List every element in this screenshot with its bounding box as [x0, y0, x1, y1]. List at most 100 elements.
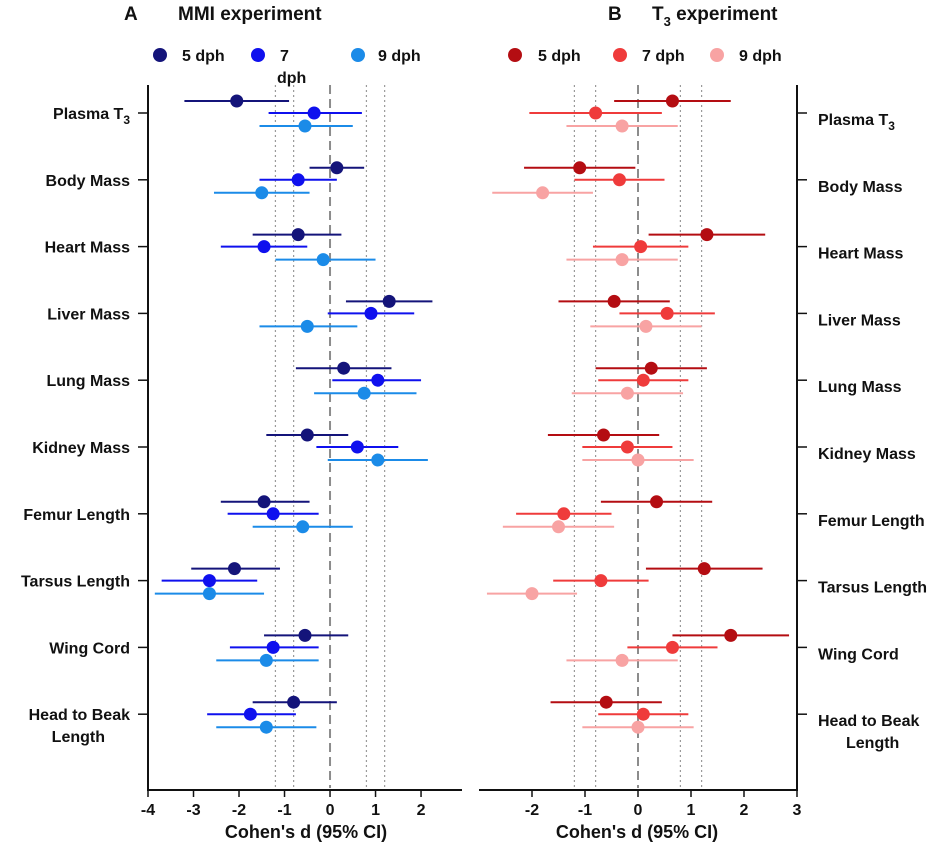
y-category-label-a: Tarsus Length: [21, 574, 130, 591]
panel-b-title-rest: experiment: [671, 4, 778, 25]
legend-a: 5 dph 7 dph 9 dph: [153, 48, 421, 87]
effect-point-b: [631, 720, 645, 734]
effect-point-a: [296, 520, 310, 534]
effect-point-a: [350, 440, 364, 454]
x-tick-label-b: -2: [525, 802, 539, 819]
effect-point-b: [631, 453, 645, 467]
effect-point-a: [300, 428, 314, 442]
legend-a-7dph-label-line2: dph: [277, 70, 306, 87]
effect-point-a: [298, 119, 312, 133]
effect-point-b: [589, 106, 603, 120]
y-category-label-a: Plasma T3: [53, 106, 130, 127]
legend-b-5dph-marker: [508, 48, 522, 62]
legend-b-9dph-label: 9 dph: [739, 48, 782, 65]
effect-point-b: [612, 173, 626, 187]
y-category-label-a: Head to Beak Length: [29, 707, 130, 746]
legend-a-5dph-label: 5 dph: [182, 48, 225, 65]
effect-point-b: [599, 695, 613, 709]
panel-b-title-sub: 3: [664, 14, 671, 29]
y-category-label-b: Tarsus Length: [818, 580, 927, 597]
effect-point-a: [371, 453, 385, 467]
effect-point-a: [307, 106, 321, 120]
y-category-label-b: Femur Length: [818, 513, 925, 530]
x-tick-label-b: 0: [634, 802, 643, 819]
legend-b-5dph-label: 5 dph: [538, 48, 581, 65]
effect-point-a: [316, 253, 330, 267]
legend-a-7dph-label: 7: [280, 48, 289, 65]
effect-point-a: [259, 653, 273, 667]
effect-point-b: [644, 361, 658, 375]
y-category-label-a: Wing Cord: [49, 640, 130, 657]
panel-a-plot: -4 -3 -2 -1 0 1 2 Plasma T3 Body Mass Heart Mass L…: [21, 85, 433, 819]
y-category-label-b: Plasma T3: [818, 112, 895, 133]
y-category-label-a: Body Mass: [46, 173, 131, 190]
y-category-label-a: Heart Mass: [45, 240, 130, 257]
effect-point-a: [257, 495, 271, 509]
effect-point-b: [607, 294, 621, 308]
effect-point-b: [636, 707, 650, 721]
panel-a-xlabel: Cohen's d (95% CI): [225, 822, 387, 842]
x-tick-label-a: -3: [186, 802, 200, 819]
effect-point-b: [634, 240, 648, 254]
effect-point-b: [636, 373, 650, 387]
effect-point-a: [300, 319, 314, 333]
panel-a-letter: A: [124, 4, 138, 25]
effect-point-b: [639, 319, 653, 333]
effect-point-a: [357, 386, 371, 400]
effect-point-b: [557, 507, 571, 521]
effect-point-b: [536, 186, 550, 200]
effect-point-b: [552, 520, 565, 534]
effect-point-a: [202, 587, 216, 601]
effect-point-b: [650, 495, 664, 509]
panel-b-title: T3 experiment: [652, 4, 778, 29]
y-category-label-a: Femur Length: [23, 507, 130, 524]
x-tick-label-a: 1: [371, 802, 380, 819]
effect-point-b: [615, 653, 629, 667]
x-tick-label-b: 2: [740, 802, 749, 819]
y-category-label-b: Lung Mass: [818, 379, 902, 396]
effect-point-a: [257, 240, 271, 254]
x-tick-label-b: 3: [793, 802, 802, 819]
panel-b-plot: -2 -1 0 1 2 3 Plasma T3 Body Mass Heart Mass Live…: [486, 85, 927, 819]
x-tick-label-a: -1: [277, 802, 291, 819]
legend-a-9dph-label: 9 dph: [378, 48, 421, 65]
effect-point-a: [266, 507, 280, 521]
effect-point-a: [291, 173, 305, 187]
legend-a-9dph-marker: [351, 48, 365, 62]
effect-point-a: [266, 640, 280, 654]
x-tick-label-b: 1: [687, 802, 696, 819]
y-category-label-b: Heart Mass: [818, 246, 903, 263]
effect-point-a: [259, 720, 273, 734]
effect-point-b: [615, 253, 629, 267]
effect-point-b: [525, 587, 539, 601]
effect-point-a: [255, 186, 269, 200]
panel-b-xlabel: Cohen's d (95% CI): [556, 822, 718, 842]
effect-point-a: [287, 695, 301, 709]
panel-a-title: MMI experiment: [178, 4, 322, 25]
effect-point-b: [620, 386, 634, 400]
effect-point-b: [573, 161, 587, 175]
effect-point-a: [364, 306, 378, 320]
legend-a-5dph-marker: [153, 48, 167, 62]
panel-b-letter: B: [608, 4, 622, 25]
legend-b-7dph-label: 7 dph: [642, 48, 685, 65]
effect-point-b: [597, 428, 611, 442]
panel-b-title-t: T: [652, 4, 664, 25]
effect-point-b: [660, 306, 674, 320]
x-tick-label-a: -2: [232, 802, 246, 819]
effect-point-b: [665, 640, 679, 654]
x-tick-label-b: -1: [578, 802, 592, 819]
effect-point-a: [298, 628, 312, 642]
effect-point-b: [594, 574, 608, 588]
effect-point-a: [330, 161, 344, 175]
legend-b-9dph-marker: [710, 48, 724, 62]
y-category-label-b: Head to Beak Length: [818, 713, 919, 752]
effect-point-b: [700, 228, 714, 242]
effect-point-a: [337, 361, 351, 375]
x-tick-label-a: -4: [141, 802, 155, 819]
y-category-label-b: Kidney Mass: [818, 446, 916, 463]
effect-point-b: [697, 562, 711, 576]
x-tick-label-a: 0: [326, 802, 335, 819]
y-category-label-a: Lung Mass: [46, 373, 130, 390]
